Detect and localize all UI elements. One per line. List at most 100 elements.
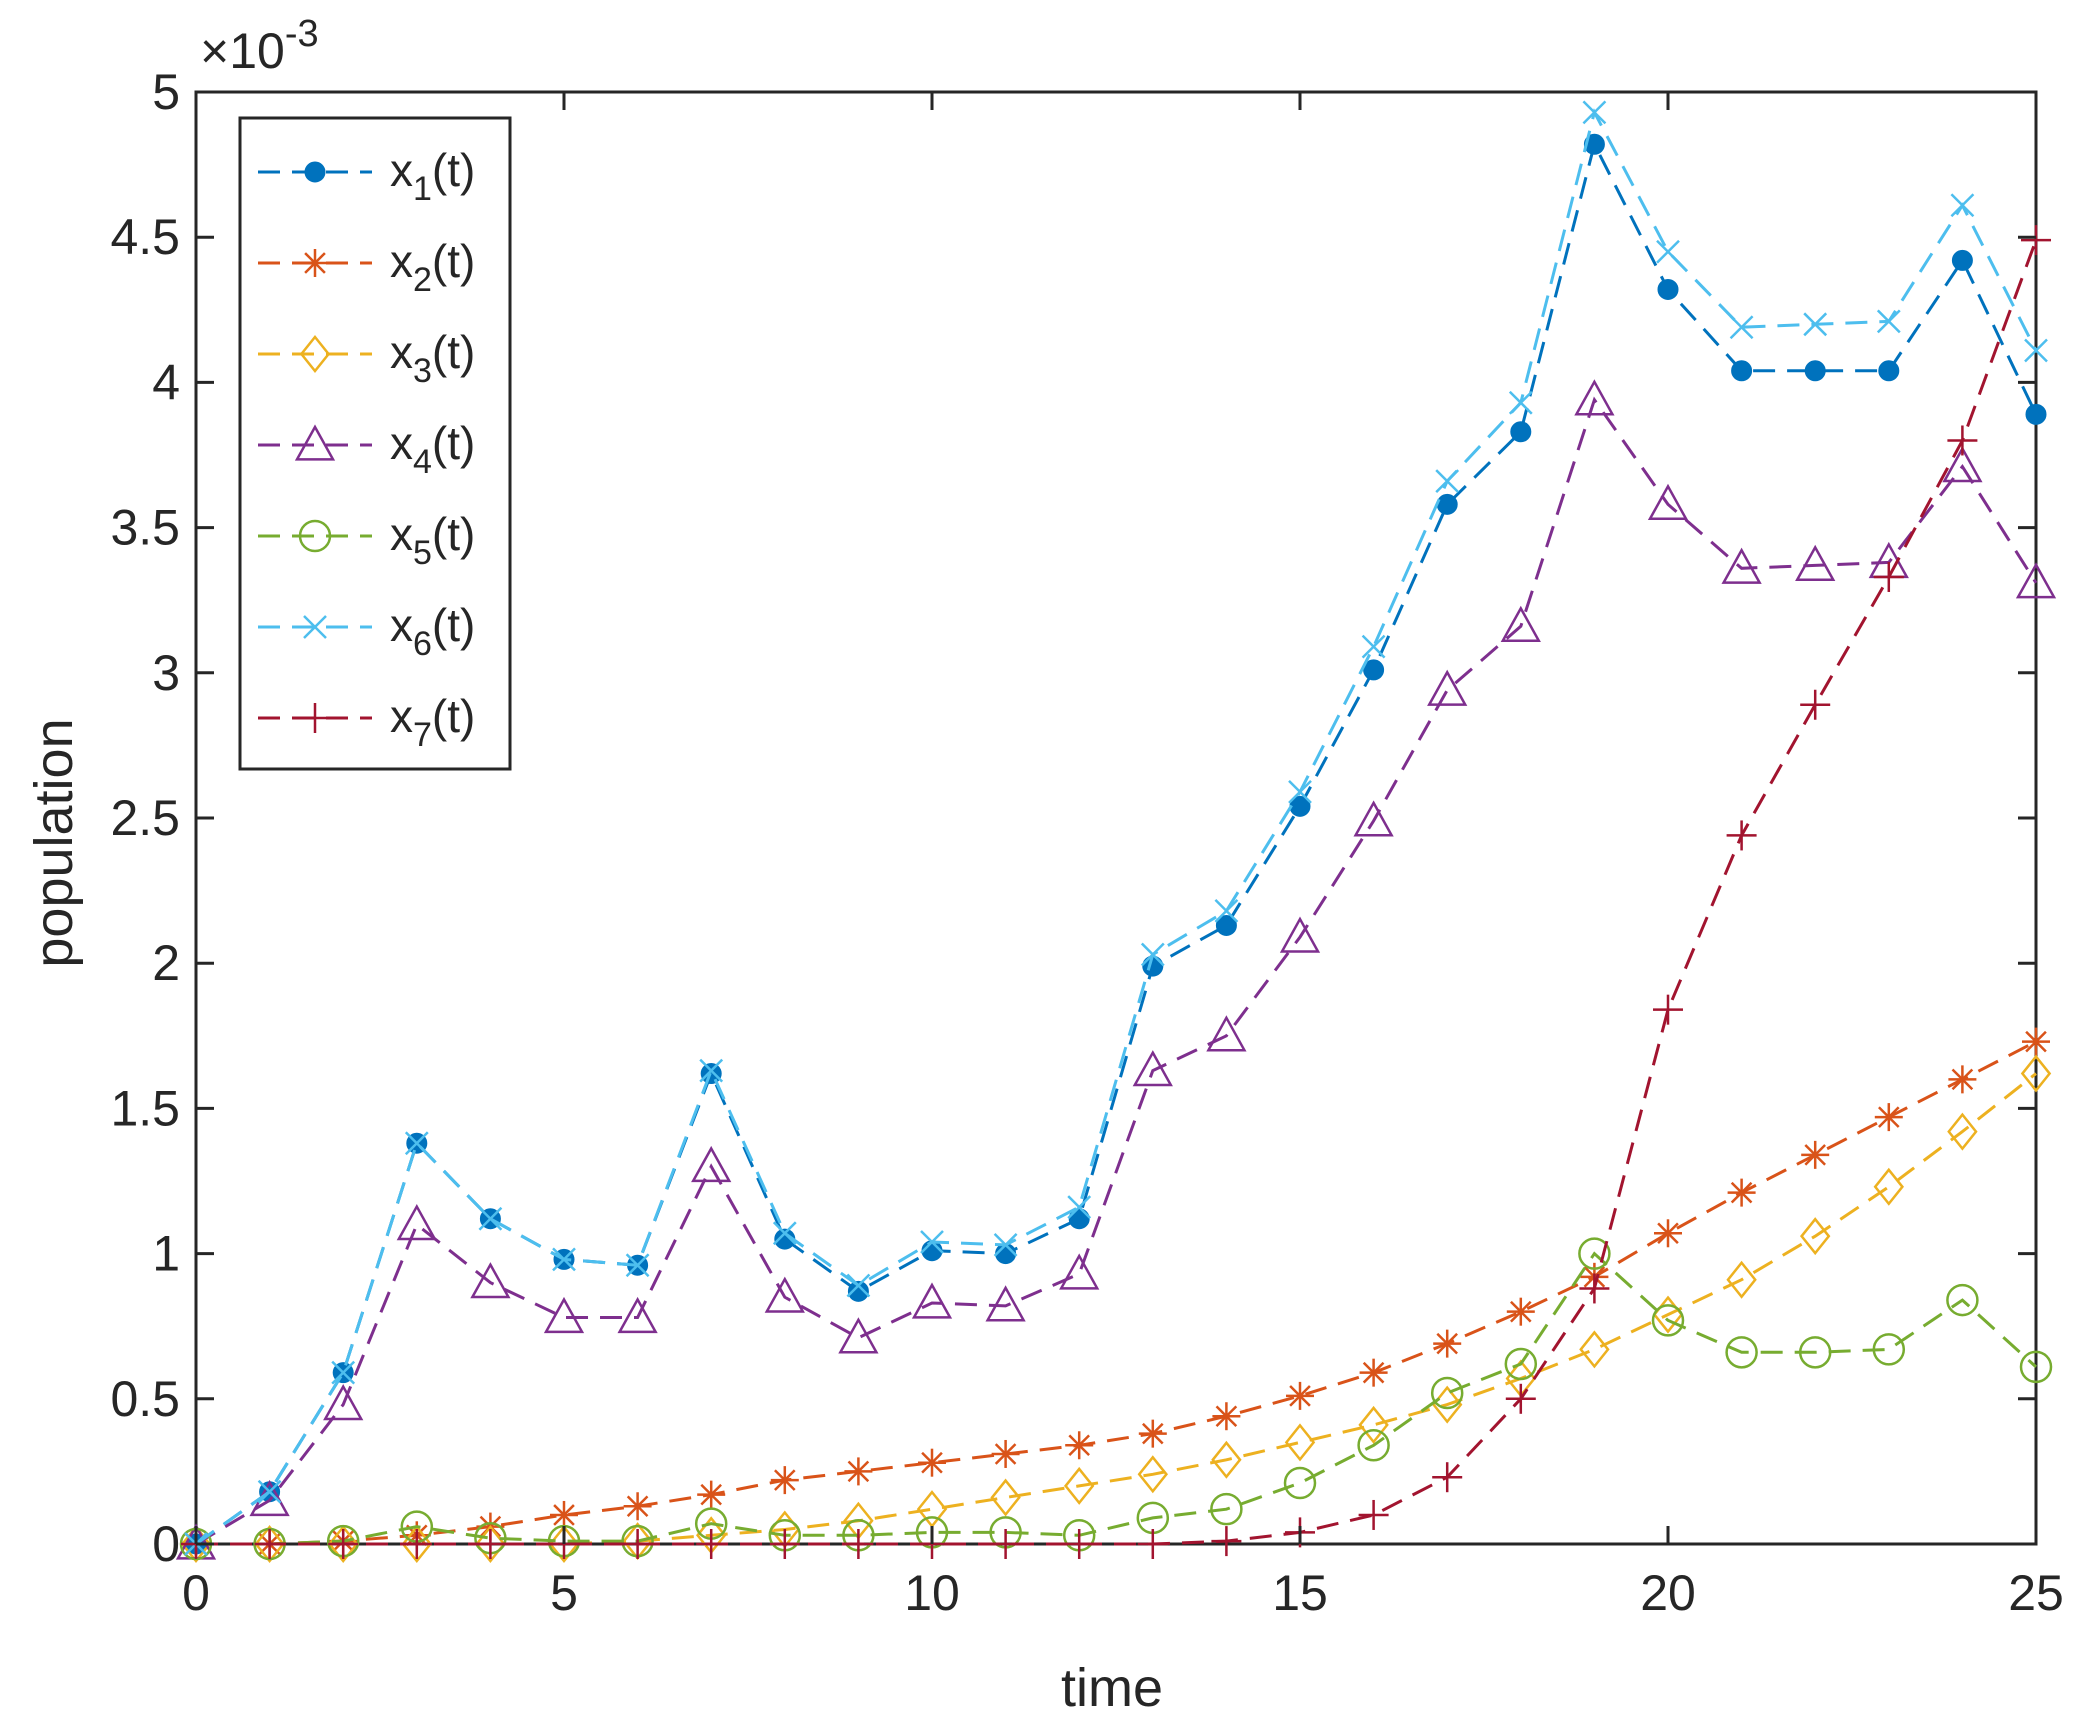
data-point: [1731, 360, 1753, 382]
legend-label: x3(t): [390, 326, 475, 390]
data-point: [993, 1233, 1018, 1257]
data-point: [550, 1500, 578, 1529]
series-line: [195, 396, 2038, 1546]
data-point: [2019, 1350, 2053, 1384]
data-point: [1579, 1330, 1610, 1369]
legend-label-sub: 4: [413, 443, 432, 481]
data-point: [1583, 133, 1605, 155]
data-point: [920, 1230, 944, 1254]
series-4: [175, 379, 2057, 1560]
x-axis-title: time: [1061, 1658, 1163, 1718]
data-point: [1132, 1050, 1173, 1087]
x-tick-label: 10: [904, 1565, 960, 1621]
exponent-power: -3: [285, 13, 319, 55]
data-point: [1876, 309, 1901, 334]
data-point: [991, 1439, 1020, 1468]
legend-label-suffix: (t): [432, 235, 475, 287]
legend-label-sub: 7: [413, 716, 432, 754]
legend-label: x7(t): [390, 690, 475, 754]
data-point: [985, 1285, 1026, 1322]
data-point: [294, 424, 336, 461]
legend-label: x6(t): [390, 599, 475, 663]
y-tick-label: 5: [152, 64, 180, 120]
legend-label-name: x: [390, 417, 413, 469]
data-point: [772, 1221, 797, 1246]
y-tick-label: 3.5: [110, 500, 180, 556]
data-point: [2020, 1054, 2052, 1093]
data-point: [623, 1492, 652, 1521]
data-point: [475, 1529, 506, 1559]
series-6: [184, 100, 2048, 1556]
y-tick-label: 0.5: [110, 1371, 180, 1427]
exponent-base: ×10: [200, 23, 285, 79]
data-point: [1279, 916, 1321, 953]
legend-label-name: x: [390, 599, 413, 651]
data-point: [254, 1524, 285, 1564]
data-point: [1500, 605, 1541, 642]
x-tick-label: 5: [550, 1565, 578, 1621]
data-point: [699, 1058, 724, 1083]
data-point: [1800, 689, 1831, 720]
y-tick-label: 2.5: [110, 790, 180, 846]
data-point: [1430, 1376, 1464, 1410]
data-point: [257, 1479, 282, 1504]
x-axis: 0 5 10 15 20 25: [182, 92, 2064, 1621]
data-point: [1651, 1304, 1685, 1337]
legend-entry: x7(t): [258, 690, 475, 754]
data-point: [1436, 493, 1458, 515]
x-tick-label: 15: [1272, 1565, 1328, 1621]
data-point: [1353, 800, 1394, 837]
y-tick-label: 2: [152, 935, 180, 991]
data-point: [1432, 1462, 1463, 1493]
data-point: [1214, 899, 1239, 923]
data-point: [1363, 659, 1385, 681]
data-point: [1657, 278, 1679, 300]
data-point: [331, 1360, 356, 1385]
data-point: [299, 334, 331, 374]
legend-label-suffix: (t): [432, 326, 475, 378]
data-point: [911, 1282, 953, 1319]
series-3: [180, 1054, 2052, 1564]
legend-label-sub: 2: [413, 261, 432, 299]
y-axis: 0 0.5 1 1.5 2 2.5 3 3.5 4 4.5 5: [110, 64, 2036, 1572]
data-point: [2025, 403, 2047, 425]
x-tick-label: 20: [1640, 1565, 1696, 1621]
data-point: [1878, 360, 1900, 382]
data-point: [764, 1276, 805, 1313]
legend-label-suffix: (t): [432, 144, 475, 196]
data-point: [1647, 483, 1689, 521]
legend-label: x5(t): [390, 508, 475, 572]
data-point: [1065, 1431, 1094, 1460]
series-5: [179, 1237, 2053, 1561]
data-point: [1212, 1402, 1241, 1431]
data-point: [1435, 469, 1460, 494]
data-point: [1726, 820, 1757, 851]
series-line: [196, 1040, 2037, 1546]
data-point: [304, 161, 326, 183]
legend-box: [238, 116, 512, 771]
series-2: [182, 1027, 2050, 1558]
y-tick-label: 1.5: [110, 1080, 180, 1136]
data-point: [1504, 1347, 1538, 1381]
data-point: [1795, 544, 1836, 582]
legend-label: x2(t): [390, 235, 475, 299]
data-point: [1801, 1140, 1830, 1169]
data-point: [770, 1466, 799, 1495]
data-point: [1942, 446, 1983, 483]
data-point: [1138, 1419, 1167, 1448]
data-point: [838, 1317, 879, 1354]
data-point: [696, 1529, 727, 1559]
data-point: [990, 1478, 1021, 1517]
data-point: [843, 1529, 874, 1559]
data-point: [1140, 942, 1165, 967]
data-point: [1804, 360, 1826, 382]
data-point: [1872, 1333, 1906, 1366]
data-point: [1359, 1358, 1388, 1387]
data-point: [2015, 562, 2057, 599]
data-point: [990, 1529, 1021, 1559]
data-point: [1729, 315, 1754, 340]
y-tick-label: 4: [152, 354, 180, 410]
legend-label-name: x: [390, 508, 413, 560]
data-point: [847, 1280, 869, 1302]
